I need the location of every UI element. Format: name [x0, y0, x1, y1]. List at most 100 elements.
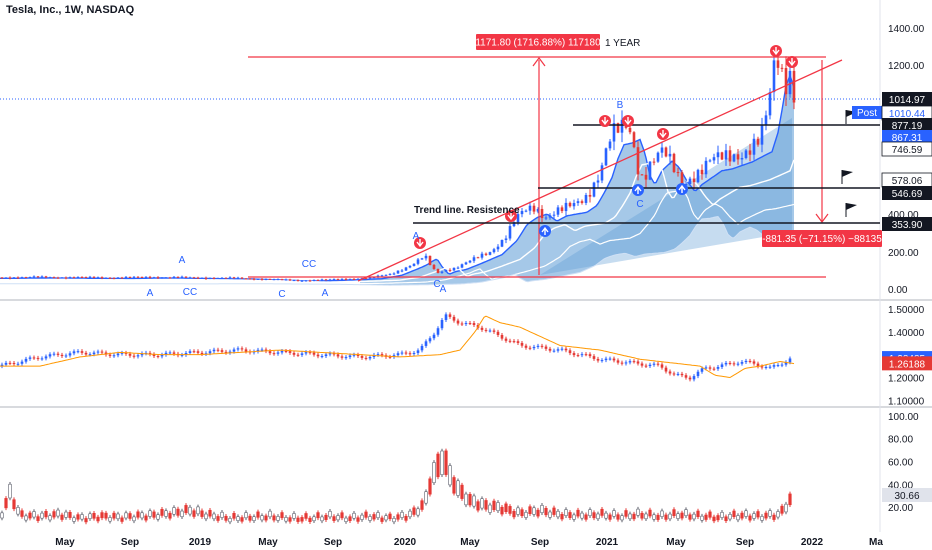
price-candle — [520, 211, 524, 215]
ratio-candle — [620, 362, 624, 364]
ratio-candle — [120, 352, 124, 354]
volatility-candle — [700, 515, 704, 521]
price-candle — [532, 205, 536, 212]
ratio-candle — [12, 363, 16, 365]
ratio-candle — [740, 362, 744, 364]
volatility-tick-label: 100.00 — [888, 412, 919, 423]
price-candle — [640, 174, 644, 176]
ratio-candle — [76, 351, 80, 353]
ratio-candle — [684, 375, 688, 378]
ratio-candle — [132, 355, 136, 357]
volatility-candle — [20, 510, 24, 517]
price-tick-label: 400.00 — [888, 210, 919, 221]
price-candle — [0, 277, 4, 279]
moving-average-band — [360, 75, 794, 286]
volatility-candle — [616, 514, 620, 520]
price-candle — [724, 150, 728, 160]
ratio-candle — [204, 353, 208, 355]
volatility-candle — [332, 516, 336, 521]
volatility-candle — [208, 509, 212, 517]
price-candle — [40, 276, 44, 278]
ratio-candle — [156, 356, 160, 358]
ratio-candle — [188, 351, 192, 353]
ratio-candle — [116, 353, 120, 356]
ratio-candle — [392, 355, 396, 357]
ratio-candle — [92, 352, 96, 355]
price-candle — [600, 165, 604, 181]
ratio-candle — [532, 346, 536, 349]
volatility-candle — [592, 512, 596, 519]
volatility-candle — [0, 512, 4, 519]
ratio-candle — [488, 330, 492, 332]
price-candle — [212, 277, 216, 279]
ratio-candle — [108, 354, 112, 356]
volatility-candle — [776, 511, 780, 518]
ratio-candle — [56, 353, 60, 355]
ratio-candle — [292, 352, 296, 355]
price-candle — [656, 152, 660, 162]
price-candle — [616, 123, 620, 133]
ratio-candle — [364, 357, 368, 359]
price-candle — [356, 278, 360, 280]
price-candle — [108, 277, 112, 279]
price-candle — [220, 277, 224, 279]
range-down-arrowhead — [815, 213, 829, 223]
ratio-candle — [388, 356, 392, 358]
price-candle — [84, 277, 88, 279]
volatility-candle — [52, 511, 56, 518]
volatility-candle — [444, 450, 448, 475]
price-candle — [172, 276, 176, 278]
price-candle — [344, 278, 348, 280]
volatility-candle — [544, 508, 548, 516]
ratio-candle — [776, 365, 780, 367]
level-price-tag: 546.69 — [892, 189, 923, 200]
price-candle — [516, 214, 520, 223]
wave-letter-label: A — [440, 284, 447, 295]
price-candle — [788, 70, 792, 95]
volatility-candle — [240, 517, 244, 522]
volatility-candle — [348, 516, 352, 521]
volatility-candle — [580, 512, 584, 519]
post-price-tag: 1010.44 — [889, 109, 926, 120]
volatility-candle — [352, 512, 356, 519]
ratio-candle — [524, 345, 528, 348]
volatility-candle — [36, 516, 40, 521]
range-up-box — [476, 34, 600, 50]
price-candle — [484, 253, 488, 255]
volatility-candle — [232, 513, 236, 519]
volatility-candle — [772, 514, 776, 520]
ratio-candle — [276, 352, 280, 354]
chart-title: Tesla, Inc., 1W, NASDAQ — [6, 4, 135, 16]
price-candle — [688, 178, 692, 185]
ratio-candle — [84, 352, 88, 355]
volatility-candle — [264, 515, 268, 521]
marker-arrow — [659, 130, 667, 139]
price-candle — [208, 277, 212, 279]
volatility-candle — [404, 515, 408, 521]
ratio-candle — [296, 354, 300, 356]
ratio-candle — [784, 362, 788, 365]
volatility-candle — [460, 484, 464, 499]
volatility-candle — [128, 513, 132, 519]
price-candle — [352, 278, 356, 280]
volatility-candle — [448, 465, 452, 486]
price-candle — [448, 269, 452, 271]
ratio-candle — [112, 355, 116, 357]
moving-average-mid — [0, 159, 795, 283]
time-tick-label: 2021 — [596, 537, 619, 548]
ratio-candle — [768, 366, 772, 368]
price-candle — [604, 148, 608, 166]
price-candle — [680, 172, 684, 186]
ratio-candle — [152, 354, 156, 357]
price-candle — [408, 265, 412, 268]
price-candle — [224, 277, 228, 279]
ratio-candle — [560, 348, 564, 350]
price-candle — [244, 278, 248, 280]
volatility-candle — [416, 508, 420, 516]
ratio-candle — [324, 354, 328, 357]
volatility-candle — [132, 516, 136, 522]
volatility-candle — [528, 506, 532, 514]
volatility-candle — [280, 512, 284, 519]
